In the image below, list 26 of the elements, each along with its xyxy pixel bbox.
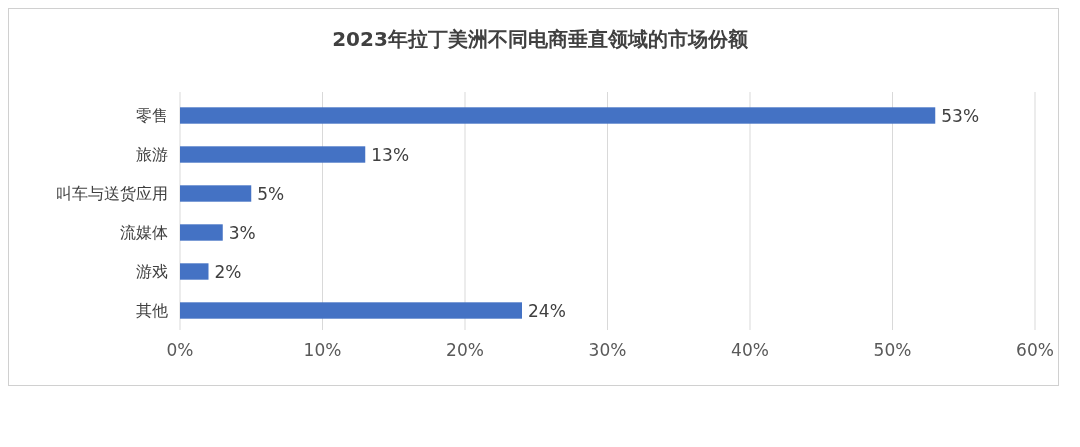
bar: [180, 302, 522, 319]
bar: [180, 107, 936, 124]
y-tick-label: 叫车与送货应用: [56, 184, 168, 203]
data-label: 53%: [941, 105, 980, 126]
y-tick-label: 游戏: [136, 262, 168, 281]
data-label: 3%: [228, 222, 256, 243]
x-tick-label: 60%: [1016, 340, 1054, 360]
data-label: 24%: [528, 300, 566, 321]
bar: [180, 146, 366, 163]
y-tick-label: 流媒体: [120, 223, 168, 242]
bar: [180, 224, 223, 241]
x-tick-label: 10%: [303, 340, 342, 360]
x-tick-label: 40%: [731, 340, 769, 360]
bar: [180, 185, 252, 202]
x-tick-label: 20%: [446, 340, 484, 360]
y-tick-label: 零售: [136, 106, 168, 125]
y-tick-label: 其他: [136, 301, 168, 320]
data-label: 5%: [257, 183, 285, 204]
data-label: 2%: [214, 261, 242, 282]
bar: [180, 263, 209, 280]
x-tick-label: 0%: [166, 340, 194, 360]
chart-title: 2023年拉丁美洲不同电商垂直领域的市场份额: [332, 27, 749, 51]
y-tick-label: 旅游: [136, 145, 168, 164]
x-tick-label: 30%: [588, 340, 627, 360]
x-tick-label: 50%: [873, 340, 912, 360]
data-label: 13%: [371, 144, 410, 165]
